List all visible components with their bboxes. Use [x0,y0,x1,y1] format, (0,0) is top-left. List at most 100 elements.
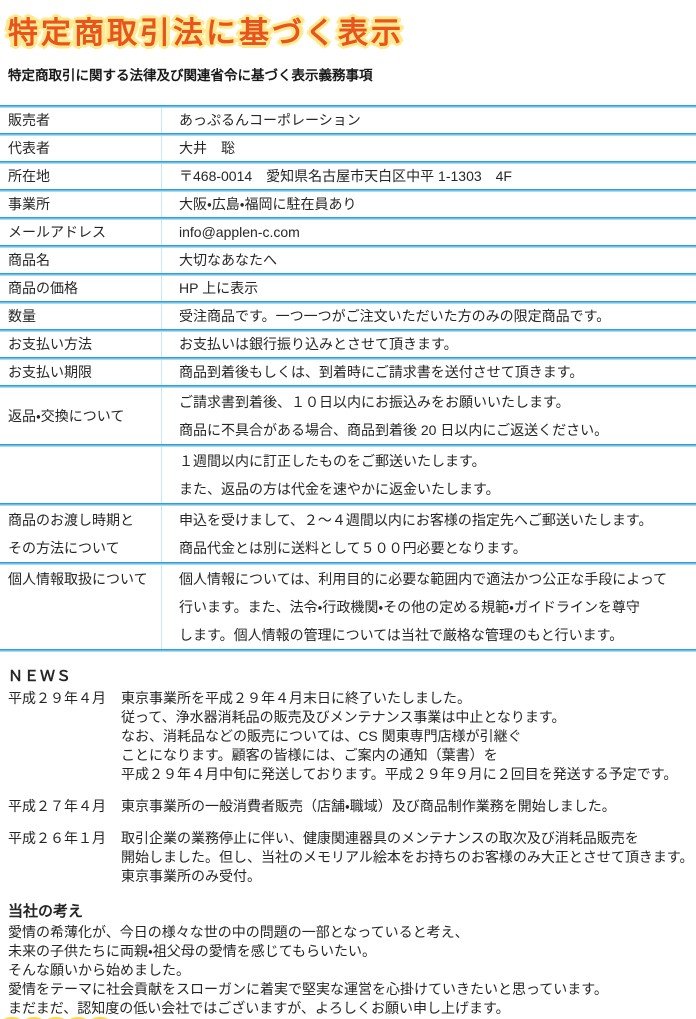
philosophy-body: 愛情の希薄化が、今日の様々な世の中の問題の一部となっていると考え、 未来の子供た… [8,923,696,1018]
table-row-returns: 返品・交換について ご請求書到着後、１０日以内にお振込みをお願いいたします。 商… [0,388,696,444]
table-row-seller: 販売者 あっぷるんコーポレーション [0,108,696,133]
table-row-returns-continued: １週間以内に訂正したものをご郵送いたします。 また、返品の方は代金を速やかに返金… [0,447,696,503]
row-label: 個人情報取扱について [0,565,161,649]
table-separator [0,385,696,388]
table-separator [0,161,696,164]
news-line: 取引企業の業務停止に伴い、健康関連器具のメンテナンスの取次及び消耗品販売を [121,830,639,846]
table-row-delivery: 商品のお渡し時期と その方法について 申込を受けまして、２～４週間以内にお客様の… [0,506,696,562]
news-body: 東京事業所を平成２９年４月末日に終了いたしました。 従って、浄水器消耗品の販売及… [121,689,696,784]
table-row-email: メールアドレス info@applen-c.com [0,220,696,245]
row-line: お支払いは銀行振り込みとさせて頂きます。 [179,336,458,352]
row-value: 申込を受けまして、２～４週間以内にお客様の指定先へご郵送いたします。 商品代金と… [161,506,696,562]
row-line: 〒468-0014 愛知県名古屋市天白区中平 1-1303 4F [179,168,512,184]
table-row-product-name: 商品名 大切なあなたへ [0,248,696,273]
row-label: 販売者 [0,108,161,133]
philosophy-line: 未来の子供たちに両親・祖父母の愛情を感じてもらいたい。 [8,943,377,959]
row-label: 事業所 [0,192,161,217]
row-label: 商品のお渡し時期と その方法について [0,506,161,562]
table-separator [0,503,696,506]
philosophy-section: 当社の考え 愛情の希薄化が、今日の様々な世の中の問題の一部となっていると考え、 … [8,900,696,1019]
row-value: 個人情報については、利用目的に必要な範囲内で適法かつ公正な手段によって 行います… [161,565,696,649]
table-separator [0,562,696,565]
email-text: info@applen-c.com [179,224,300,240]
table-separator [0,273,696,276]
row-line: 商品到着後もしくは、到着時にご請求書を送付させて頂きます。 [179,364,584,380]
news-line: なお、消耗品などの販売については、CS 関東専門店様が引継ぐ [121,728,522,744]
row-line: 申込を受けまして、２～４週間以内にお客様の指定先へご郵送いたします。 [179,512,653,528]
table-row-address: 所在地 〒468-0014 愛知県名古屋市天白区中平 1-1303 4F [0,164,696,189]
wavy-line-icon [3,1017,109,1019]
table-separator [0,245,696,248]
table-separator [0,357,696,360]
row-line: 行います。また、法令・行政機関・その他の定める規範・ガイドラインを尊守 [179,599,640,615]
row-value: 大井 聡 [161,136,696,161]
row-line: 個人情報については、利用目的に必要な範囲内で適法かつ公正な手段によって [179,571,668,587]
news-line: 従って、浄水器消耗品の販売及びメンテナンス事業は中止となります。 [121,709,566,725]
row-line: 受注商品です。一つ一つがご注文いただいた方のみの限定商品です。 [179,308,611,324]
row-label-text: 返品・交換について [8,408,125,424]
news-date: 平成２７年４月 [8,798,106,814]
news-body: 東京事業所の一般消費者販売（店舗・職域）及び商品制作業務を開始しました。 [121,797,696,816]
news-date: 平成２６年１月 [8,830,106,846]
news-line: 東京事業所のみ受付。 [121,868,261,884]
table-row-representative: 代表者 大井 聡 [0,136,696,161]
row-label-text: 商品の価格 [8,280,78,296]
row-value: 大阪・広島・福岡に駐在員あり [161,192,696,217]
philosophy-line: そんな願いから始めました。 [8,962,190,978]
row-label-text: お支払い期限 [8,364,92,380]
news-date: 平成２９年４月 [8,690,106,706]
news-item-h26: 平成２６年１月 取引企業の業務停止に伴い、健康関連器具のメンテナンスの取次及び消… [8,829,696,886]
row-value: ご請求書到着後、１０日以内にお振込みをお願いいたします。 商品に不具合がある場合… [161,388,696,444]
row-label: お支払い期限 [0,360,161,385]
table-separator [0,189,696,192]
row-line: １週間以内に訂正したものをご郵送いたします。 [179,453,486,469]
row-line: あっぷるんコーポレーション [179,112,361,128]
row-label-text: 商品のお渡し時期と [8,512,134,528]
table-row-payment-deadline: お支払い期限 商品到着後もしくは、到着時にご請求書を送付させて頂きます。 [0,360,696,385]
row-line: 商品代金とは別に送料として５００円必要となります。 [179,540,527,556]
row-line: ご請求書到着後、１０日以内にお振込みをお願いいたします。 [179,394,570,410]
news-heading: ＮＥＷＳ [8,668,73,685]
row-label: メールアドレス [0,220,161,245]
table-row-quantity: 数量 受注商品です。一つ一つがご注文いただいた方のみの限定商品です。 [0,304,696,329]
table-separator [0,217,696,220]
table-row-price: 商品の価格 HP 上に表示 [0,276,696,301]
news-line: ことになります。顧客の皆様には、ご案内の通知（葉書）を [121,747,498,763]
row-value: 商品到着後もしくは、到着時にご請求書を送付させて頂きます。 [161,360,696,385]
page-title: 特定商取引法に基づく表示 [8,17,404,50]
table-row-privacy: 個人情報取扱について 個人情報については、利用目的に必要な範囲内で適法かつ公正な… [0,565,696,649]
row-label-text: その方法について [8,540,120,556]
table-separator [0,329,696,332]
row-label: 商品名 [0,248,161,273]
table-separator [0,649,696,652]
news-item-h29: 平成２９年４月 東京事業所を平成２９年４月末日に終了いたしました。 従って、浄水… [8,689,696,784]
row-line: 大切なあなたへ [179,252,277,268]
table-separator [0,301,696,304]
row-label-text: 所在地 [8,168,50,184]
row-value: HP 上に表示 [161,276,696,301]
news-body: 取引企業の業務停止に伴い、健康関連器具のメンテナンスの取次及び消耗品販売を 開始… [121,829,696,886]
row-label: 所在地 [0,164,161,189]
table-row-offices: 事業所 大阪・広島・福岡に駐在員あり [0,192,696,217]
row-label-text: 代表者 [8,140,50,156]
row-value: お支払いは銀行振り込みとさせて頂きます。 [161,332,696,357]
row-label-text: 個人情報取扱について [8,571,148,587]
row-line: します。個人情報の管理については当社で厳格な管理のもと行います。 [179,627,624,643]
row-value: info@applen-c.com [161,220,696,245]
table-separator [0,105,696,108]
row-label: 代表者 [0,136,161,161]
row-value: 〒468-0014 愛知県名古屋市天白区中平 1-1303 4F [161,164,696,189]
news-line: 東京事業所の一般消費者販売（店舗・職域）及び商品制作業務を開始しました。 [121,798,616,814]
philosophy-line: まだまだ、認知度の低い会社ではございますが、よろしくお願い申し上げます。 [8,1000,510,1016]
row-label: 商品の価格 [0,276,161,301]
page-subtitle: 特定商取引に関する法律及び関連省令に基づく表示義務事項 [8,68,373,83]
row-label-text: 商品名 [8,252,50,268]
row-value: １週間以内に訂正したものをご郵送いたします。 また、返品の方は代金を速やかに返金… [161,447,696,503]
row-line: 大井 聡 [179,140,235,156]
row-line: 商品に不具合がある場合、商品到着後 20 日以内にご返送ください。 [179,422,609,438]
row-label [0,447,161,503]
philosophy-line: 愛情をテーマに社会貢献をスローガンに着実で堅実な運営を心掛けていきたいと思ってい… [8,981,608,997]
seller-info-table: 販売者 あっぷるんコーポレーション 代表者 大井 聡 所在地 〒468-0014… [0,105,696,652]
table-separator [0,133,696,136]
row-label-text: メールアドレス [8,224,106,240]
